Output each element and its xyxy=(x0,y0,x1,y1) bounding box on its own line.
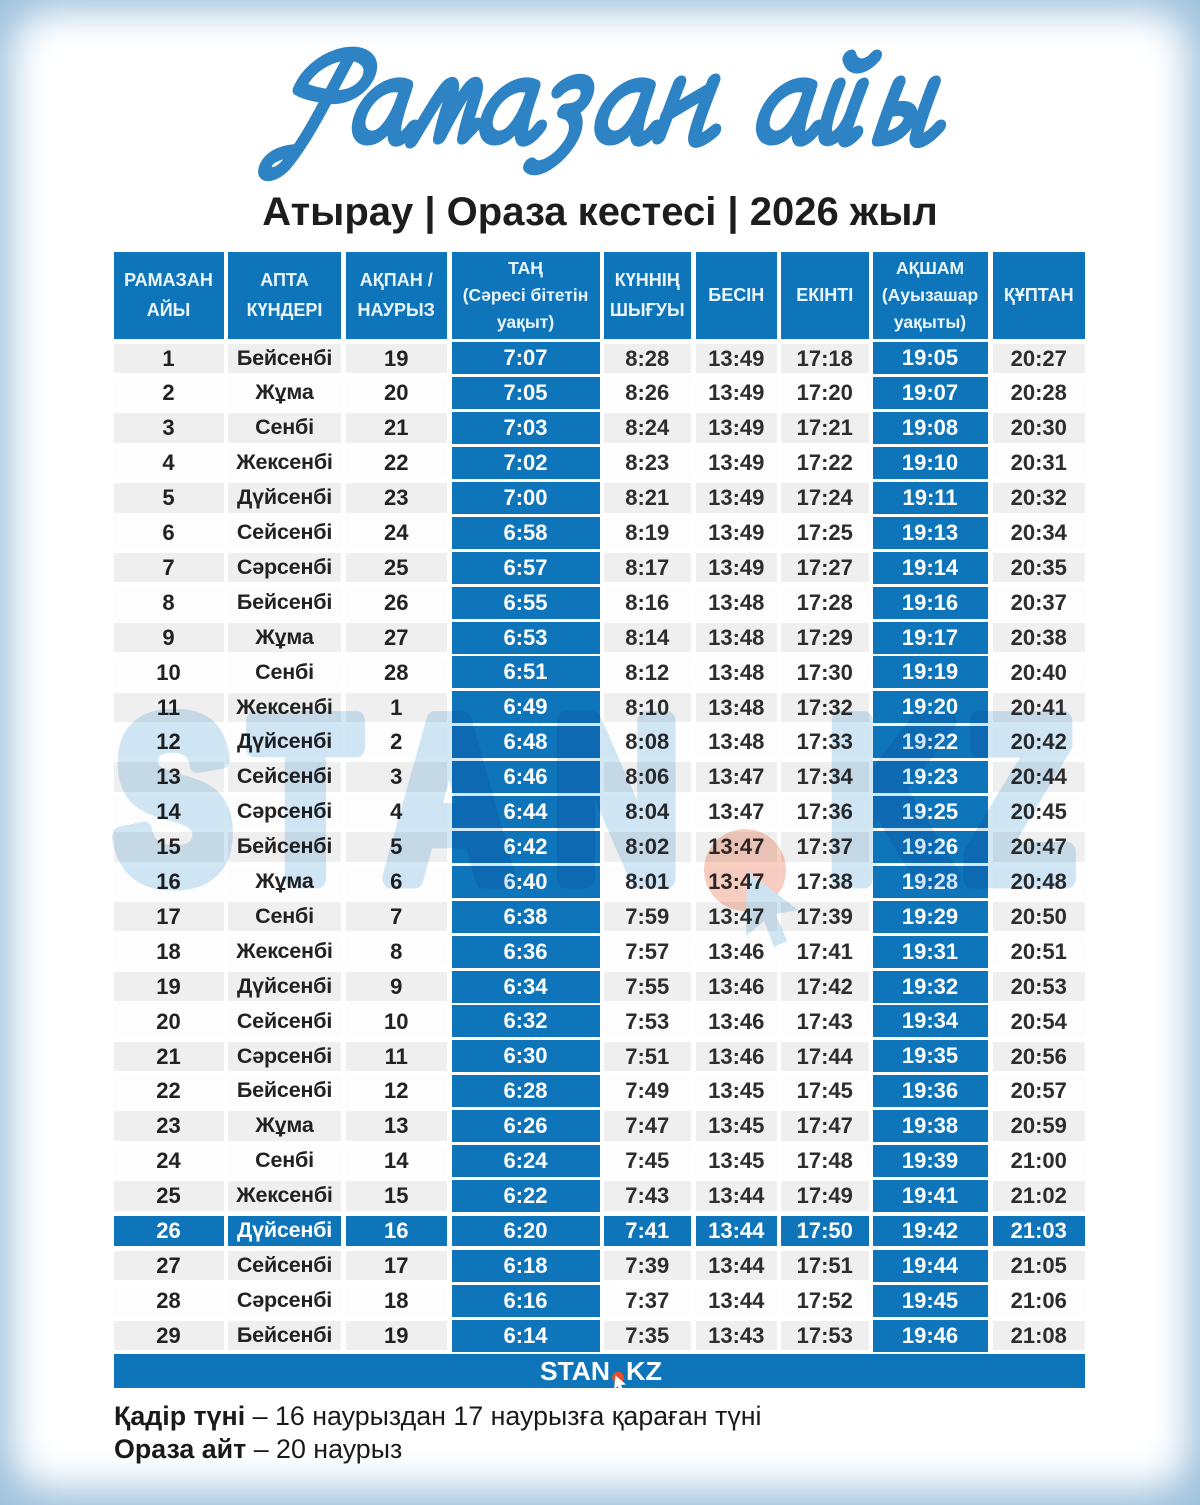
svg-text:Z: Z xyxy=(966,673,1073,927)
svg-text:KZ: KZ xyxy=(626,1356,662,1386)
svg-text:K: K xyxy=(828,673,954,927)
svg-text:A: A xyxy=(386,673,512,927)
svg-text:S: S xyxy=(115,673,232,927)
svg-text:N: N xyxy=(553,673,679,927)
svg-text:T: T xyxy=(252,673,359,927)
svg-text:STAN: STAN xyxy=(540,1356,610,1386)
